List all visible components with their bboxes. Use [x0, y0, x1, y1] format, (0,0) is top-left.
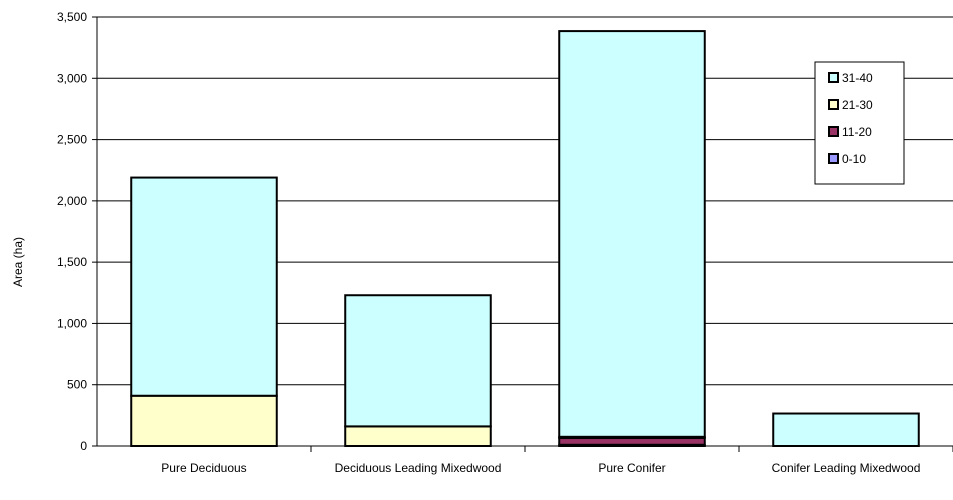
legend-swatch [828, 153, 839, 164]
bar-segment-31-40 [344, 294, 492, 428]
x-tick-label: Pure Deciduous [161, 461, 246, 475]
y-tick-label: 0 [80, 439, 87, 453]
bar-segment-31-40 [558, 30, 706, 438]
bar-segment-31-40 [772, 412, 920, 448]
x-tick-label: Pure Conifer [598, 461, 665, 475]
y-tick-label: 2,500 [57, 133, 87, 147]
x-tick-label: Conifer Leading Mixedwood [772, 461, 921, 475]
y-tick-labels: 0 500 1,000 1,500 2,000 2,500 3,000 3,500 [57, 10, 97, 453]
legend-label: 0-10 [842, 152, 866, 166]
y-tick-label: 1,500 [57, 255, 87, 269]
legend-label: 21-30 [842, 98, 873, 112]
y-axis-title: Area (ha) [11, 237, 25, 287]
legend-swatch [828, 126, 839, 137]
y-tick-label: 3,000 [57, 71, 87, 85]
y-tick-label: 1,000 [57, 316, 87, 330]
y-tick-label: 3,500 [57, 10, 87, 24]
bars [130, 30, 920, 448]
bar-segment-21-30 [344, 425, 492, 448]
legend-label: 31-40 [842, 71, 873, 85]
legend-swatch [828, 72, 839, 83]
legend-swatch [828, 99, 839, 110]
y-tick-label: 500 [67, 378, 87, 392]
y-tick-label: 2,000 [57, 194, 87, 208]
x-tick-label: Deciduous Leading Mixedwood [335, 461, 502, 475]
legend-label: 11-20 [842, 125, 872, 139]
legend: 31-40 21-30 11-20 0-10 [814, 61, 905, 185]
bar-segment-31-40 [130, 176, 278, 397]
x-tick-labels: Pure Deciduous Deciduous Leading Mixedwoo… [161, 446, 953, 475]
bar-segment-21-30 [130, 394, 278, 448]
bar-segment-11-20 [558, 437, 706, 446]
